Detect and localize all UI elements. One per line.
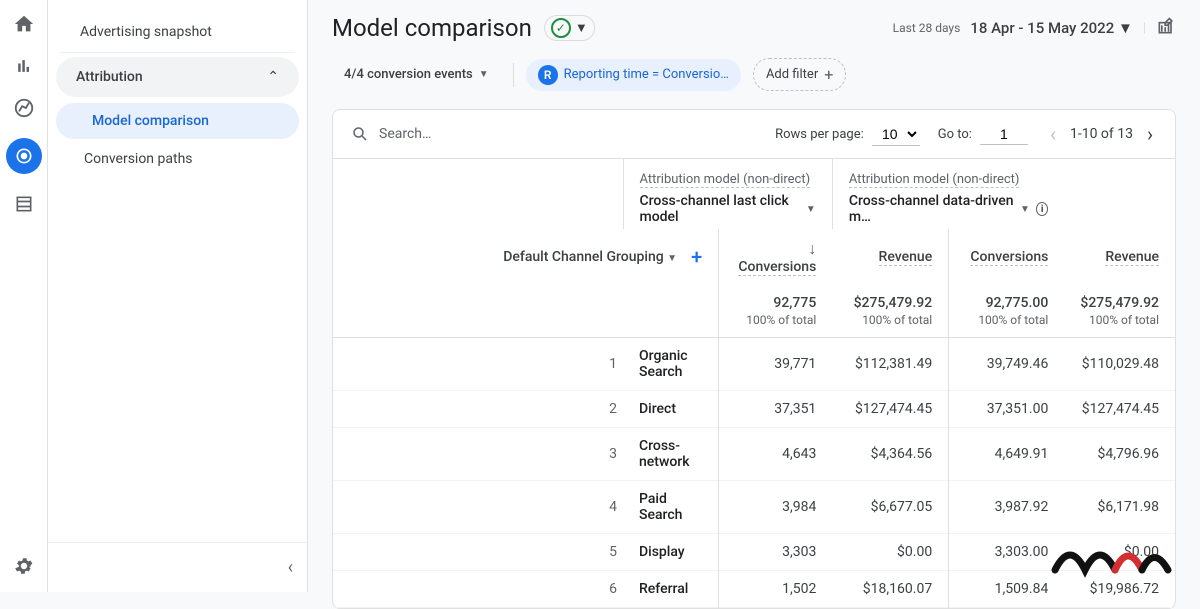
title-bar: Model comparison ✓ ▼ Last 28 days 18 Apr… [308,0,1200,48]
rows-per-page-select[interactable]: 10 [872,123,920,146]
table-row[interactable]: 3Cross-network4,643$4,364.564,649.91$4,7… [333,428,1175,481]
explore-icon[interactable] [12,96,36,120]
edit-comparison-icon[interactable] [1156,16,1176,40]
advertising-icon[interactable] [6,138,42,174]
sidenav-sub-model-comparison[interactable]: Model comparison [56,103,299,139]
dimension-selector[interactable]: Default Channel Grouping ▼ [503,249,677,265]
collapse-sidenav-button[interactable]: ‹ [48,542,307,592]
model-b-header[interactable]: Attribution model (non-direct) Cross-cha… [832,159,1064,229]
sidenav-sub-conversion-paths[interactable]: Conversion paths [48,141,307,177]
metric-conversions-a[interactable]: Conversions [738,259,816,276]
totals-row: 92,775100% of total $275,479.92100% of t… [333,285,1175,338]
chevron-down-icon: ▼ [575,20,588,36]
add-filter-button[interactable]: Add filter+ [753,58,846,91]
table-row[interactable]: 2Direct37,351$127,474.4537,351.00$127,47… [333,391,1175,428]
watermark-logo [1050,530,1180,584]
comparison-table: Attribution model (non-direct) Cross-cha… [333,159,1175,608]
section-label: Attribution [76,69,143,85]
status-chip[interactable]: ✓ ▼ [544,15,595,41]
icon-rail [0,0,48,592]
go-to-page[interactable]: Go to: [938,124,1028,145]
plus-icon: + [824,65,833,84]
metric-conversions-b[interactable]: Conversions [970,249,1048,266]
conversion-events-filter[interactable]: 4/4 conversion events▼ [332,61,501,88]
info-icon[interactable]: i [1036,202,1048,216]
model-a-header[interactable]: Attribution model (non-direct) Cross-cha… [623,159,832,229]
sidenav-item-snapshot[interactable]: Advertising snapshot [60,12,295,53]
date-range-picker[interactable]: 18 Apr - 15 May 2022 ▼ [970,19,1133,37]
page-title: Model comparison [332,14,532,42]
table-row[interactable]: 4Paid Search3,984$6,677.053,987.92$6,171… [333,481,1175,534]
home-icon[interactable] [12,12,36,36]
filter-bar: 4/4 conversion events▼ R Reporting time … [308,48,1200,109]
page-range: 1-10 of 13 [1066,126,1137,142]
check-icon: ✓ [551,18,571,38]
rows-per-page[interactable]: Rows per page: 10 [775,123,920,146]
gear-icon[interactable] [12,554,36,578]
configure-icon[interactable] [12,192,36,216]
bar-chart-icon[interactable] [12,54,36,78]
prev-page-button[interactable]: ‹ [1046,122,1060,146]
date-label: Last 28 days [893,21,961,35]
table-controls: Search… Rows per page: 10 Go to: ‹ 1-10 … [333,110,1175,159]
go-to-input[interactable] [980,124,1028,145]
table-row[interactable]: 5Display3,303$0.003,303.00$0.00 [333,534,1175,571]
table-row[interactable]: 6Referral1,502$18,160.071,509.84$19,986.… [333,571,1175,608]
search-input[interactable]: Search… [351,125,623,143]
metric-revenue-b[interactable]: Revenue [1105,249,1159,266]
reporting-time-chip[interactable]: R Reporting time = Conversio… [526,59,741,91]
metric-revenue-a[interactable]: Revenue [879,249,933,266]
chevron-up-icon: ⌃ [267,69,279,85]
sidenav-section-attribution[interactable]: Attribution ⌃ [56,57,299,97]
search-icon [351,125,369,143]
add-dimension-button[interactable]: + [691,245,702,269]
main-content: Model comparison ✓ ▼ Last 28 days 18 Apr… [308,0,1200,592]
next-page-button[interactable]: › [1143,122,1157,146]
table-row[interactable]: 1Organic Search39,771$112,381.4939,749.4… [333,338,1175,391]
side-navigation: Advertising snapshot Attribution ⌃ Model… [48,0,308,592]
